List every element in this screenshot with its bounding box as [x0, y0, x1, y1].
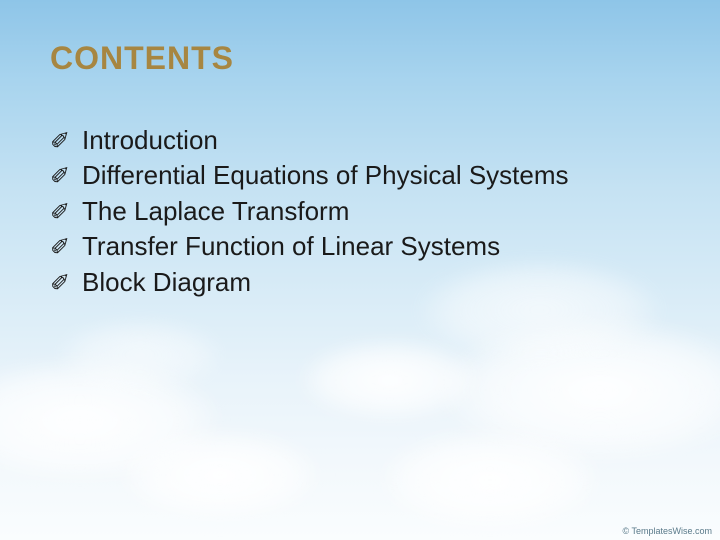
bullet-icon: ✐	[50, 126, 76, 158]
list-item: ✐ Differential Equations of Physical Sys…	[50, 158, 670, 193]
bullet-icon: ✐	[50, 161, 76, 193]
slide-container: CONTENTS ✐ Introduction ✐ Differential E…	[0, 0, 720, 540]
bullet-icon: ✐	[50, 232, 76, 264]
bullet-icon: ✐	[50, 268, 76, 300]
watermark-text: © TemplatesWise.com	[623, 526, 713, 536]
list-item: ✐ Block Diagram	[50, 265, 670, 300]
slide-title: CONTENTS	[50, 40, 670, 77]
list-item-text: The Laplace Transform	[82, 194, 349, 229]
contents-list: ✐ Introduction ✐ Differential Equations …	[50, 123, 670, 300]
list-item-text: Differential Equations of Physical Syste…	[82, 158, 569, 193]
list-item-text: Block Diagram	[82, 265, 251, 300]
list-item-text: Transfer Function of Linear Systems	[82, 229, 500, 264]
list-item-text: Introduction	[82, 123, 218, 158]
list-item: ✐ Transfer Function of Linear Systems	[50, 229, 670, 264]
list-item: ✐ The Laplace Transform	[50, 194, 670, 229]
bullet-icon: ✐	[50, 197, 76, 229]
list-item: ✐ Introduction	[50, 123, 670, 158]
